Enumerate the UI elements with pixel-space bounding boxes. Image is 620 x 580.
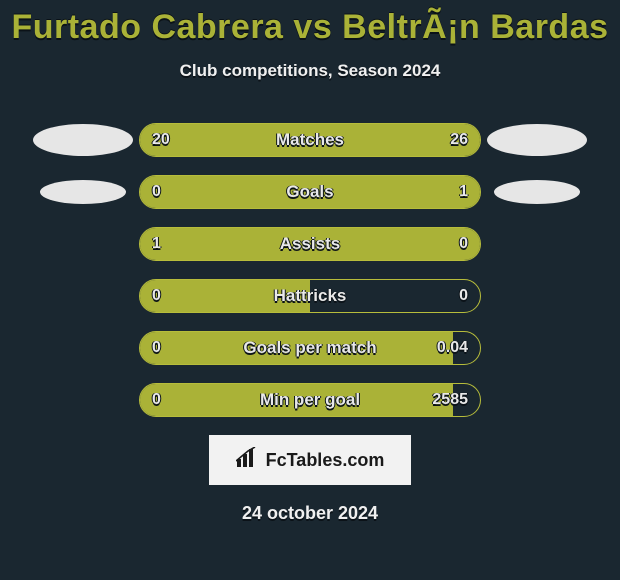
stat-value-left: 0 xyxy=(140,176,173,208)
stat-value-left: 0 xyxy=(140,384,173,416)
stat-row: 0 0.04 Goals per match xyxy=(0,329,620,367)
avatar-left xyxy=(27,121,139,159)
stat-row: 1 0 Assists xyxy=(0,225,620,263)
avatar-left xyxy=(27,173,139,211)
infographic: Furtado Cabrera vs BeltrÃ¡n Bardas Club … xyxy=(0,0,620,580)
player-avatar-placeholder xyxy=(494,180,580,204)
stat-bar: 0 2585 Min per goal xyxy=(139,383,481,417)
avatar-right xyxy=(481,277,593,315)
stat-value-left: 1 xyxy=(140,228,173,260)
stat-value-right: 0.04 xyxy=(425,332,480,364)
avatar-right xyxy=(481,381,593,419)
stat-row: 0 2585 Min per goal xyxy=(0,381,620,419)
fill-left xyxy=(140,228,405,260)
logo-text: FcTables.com xyxy=(266,450,385,471)
stat-value-left: 20 xyxy=(140,124,182,156)
stat-bar: 20 26 Matches xyxy=(139,123,481,157)
stat-row: 0 1 Goals xyxy=(0,173,620,211)
stat-value-right: 0 xyxy=(447,228,480,260)
stat-bar: 0 1 Goals xyxy=(139,175,481,209)
stat-bar: 0 0 Hattricks xyxy=(139,279,481,313)
date-text: 24 october 2024 xyxy=(0,503,620,524)
avatar-left xyxy=(27,225,139,263)
stat-value-left: 0 xyxy=(140,280,173,312)
avatar-left xyxy=(27,277,139,315)
player-avatar-placeholder xyxy=(487,124,587,156)
avatar-right xyxy=(481,225,593,263)
fill-right xyxy=(201,176,480,208)
avatar-left xyxy=(27,329,139,367)
page-title: Furtado Cabrera vs BeltrÃ¡n Bardas xyxy=(0,0,620,47)
stat-bar: 1 0 Assists xyxy=(139,227,481,261)
stats-block: 20 26 Matches 0 1 Goals 1 xyxy=(0,121,620,419)
subtitle: Club competitions, Season 2024 xyxy=(0,61,620,81)
fill-left xyxy=(140,384,453,416)
logo-box: FcTables.com xyxy=(209,435,411,485)
player-avatar-placeholder xyxy=(40,180,126,204)
stat-row: 20 26 Matches xyxy=(0,121,620,159)
avatar-right xyxy=(481,173,593,211)
stat-value-right: 0 xyxy=(447,280,480,312)
stat-value-right: 26 xyxy=(438,124,480,156)
stat-value-right: 2585 xyxy=(420,384,480,416)
avatar-right xyxy=(481,329,593,367)
player-avatar-placeholder xyxy=(33,124,133,156)
chart-icon xyxy=(236,447,260,474)
stat-value-right: 1 xyxy=(447,176,480,208)
avatar-left xyxy=(27,381,139,419)
fill-left xyxy=(140,332,453,364)
stat-row: 0 0 Hattricks xyxy=(0,277,620,315)
stat-bar: 0 0.04 Goals per match xyxy=(139,331,481,365)
avatar-right xyxy=(481,121,593,159)
stat-value-left: 0 xyxy=(140,332,173,364)
